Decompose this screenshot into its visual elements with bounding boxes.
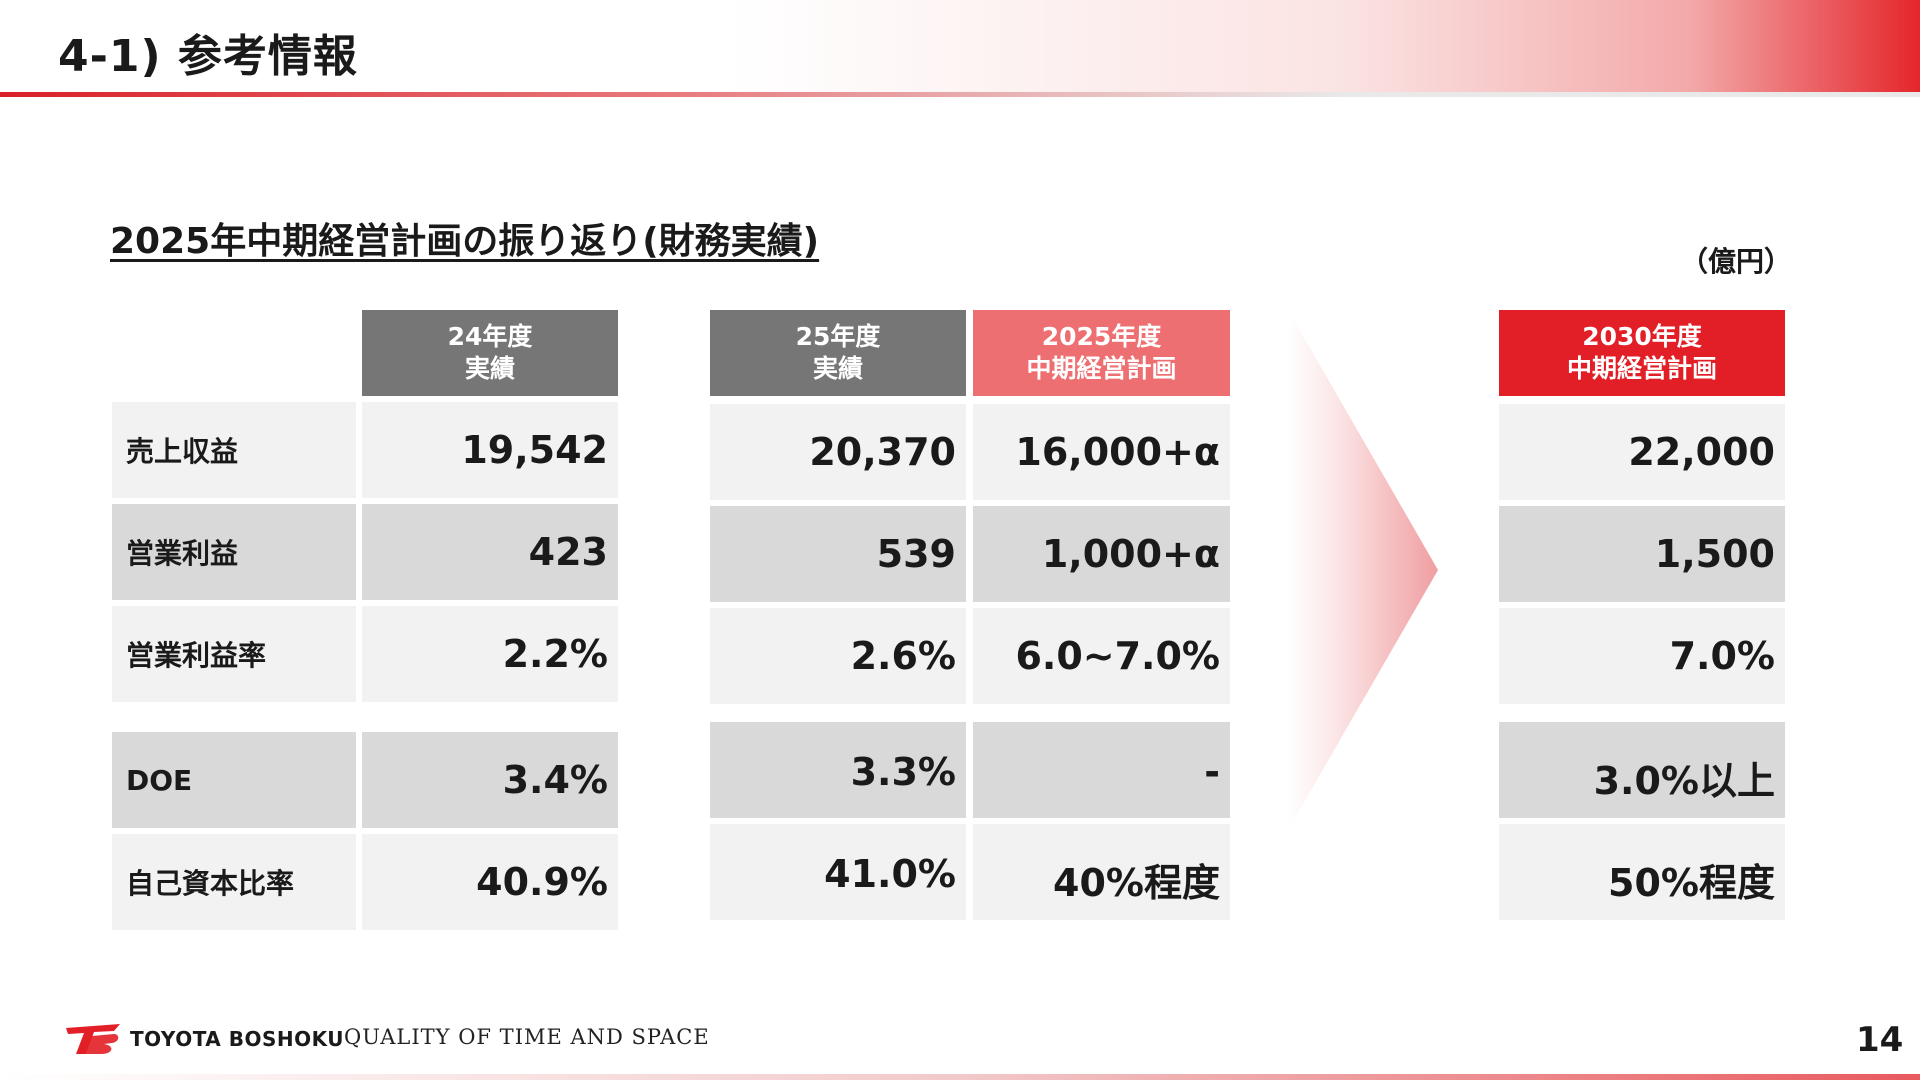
cell-doe-fy24: 3.4% (362, 732, 618, 828)
column-header-line2: 実績 (812, 354, 863, 383)
cell-operating-margin-fy25: 2.6% (710, 608, 966, 704)
column-header-line1: 24年度 (447, 321, 533, 351)
column-header-line1: 2030年度 (1582, 321, 1702, 351)
cell-operating-profit-plan2025: 1,000+α (973, 506, 1230, 602)
slide-title: 4-1) 参考情報 (58, 31, 358, 82)
cell-revenue-fy24: 19,542 (362, 402, 618, 498)
cell-operating-profit-plan2030: 1,500 (1499, 506, 1785, 602)
cell-operating-profit-fy24: 423 (362, 504, 618, 600)
company-name: TOYOTA BOSHOKU (130, 1027, 345, 1051)
cell-equity-ratio-fy25: 41.0% (710, 824, 966, 920)
cell-operating-margin-fy24: 2.2% (362, 606, 618, 702)
cell-doe-plan2025: - (973, 722, 1230, 818)
row-label-revenue: 売上収益 (112, 402, 356, 498)
page-number: 14 (1856, 1020, 1904, 1060)
cell-equity-ratio-fy24: 40.9% (362, 834, 618, 930)
column-header-line2: 中期経営計画 (1026, 354, 1177, 383)
column-header-fy24-actual: 24年度 実績 (362, 310, 618, 396)
row-label-operating-margin: 営業利益率 (112, 606, 356, 702)
unit-label: （億円） (1680, 245, 1793, 278)
cell-revenue-plan2030: 22,000 (1499, 404, 1785, 500)
cell-revenue-plan2025: 16,000+α (973, 404, 1230, 500)
header-band (0, 0, 1920, 92)
column-header-2030-plan: 2030年度 中期経営計画 (1499, 310, 1785, 396)
cell-doe-fy25: 3.3% (710, 722, 966, 818)
footer-divider (0, 1074, 1920, 1080)
cell-operating-profit-fy25: 539 (710, 506, 966, 602)
toyota-boshoku-logo-icon (66, 1024, 120, 1054)
cell-doe-plan2030: 3.0%以上 (1499, 722, 1785, 818)
header-divider (0, 92, 1920, 97)
company-logo: TOYOTA BOSHOKU (64, 1022, 344, 1056)
column-header-line2: 実績 (464, 354, 515, 383)
column-header-line1: 25年度 (795, 321, 881, 351)
row-label-operating-profit: 営業利益 (112, 504, 356, 600)
column-header-fy25-actual: 25年度 実績 (710, 310, 966, 396)
row-label-equity-ratio: 自己資本比率 (112, 834, 356, 930)
cell-operating-margin-plan2030: 7.0% (1499, 608, 1785, 704)
cell-operating-margin-plan2025: 6.0~7.0% (973, 608, 1230, 704)
cell-equity-ratio-plan2030: 50%程度 (1499, 824, 1785, 920)
row-label-doe: DOE (112, 732, 356, 828)
company-tagline: QUALITY OF TIME AND SPACE (344, 1025, 710, 1049)
column-header-line1: 2025年度 (1041, 321, 1162, 351)
transition-arrow-icon (1288, 310, 1438, 830)
column-header-2025-plan: 2025年度 中期経営計画 (973, 310, 1230, 396)
cell-revenue-fy25: 20,370 (710, 404, 966, 500)
column-header-line2: 中期経営計画 (1566, 354, 1717, 383)
section-title: 2025年中期経営計画の振り返り(財務実績) (110, 221, 820, 262)
cell-equity-ratio-plan2025: 40%程度 (973, 824, 1230, 920)
